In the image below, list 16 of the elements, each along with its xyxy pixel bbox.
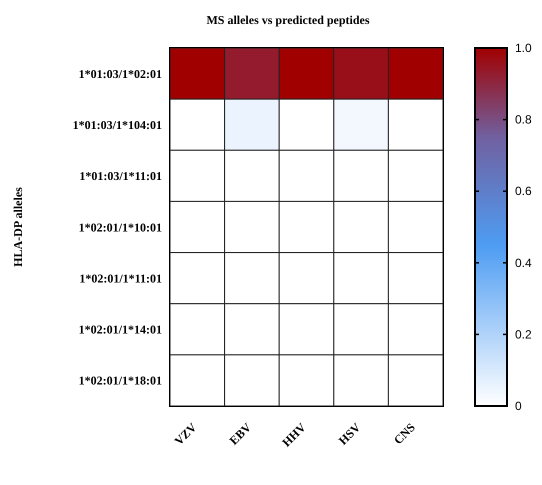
chart-title: MS alleles vs predicted peptides — [206, 13, 370, 27]
y-tick-label: 1*01:03/1*02:01 — [78, 66, 162, 81]
y-tick-label: 1*02:01/1*18:01 — [78, 374, 162, 388]
y-tick-label: 1*02:01/1*10:01 — [78, 220, 162, 234]
color-bar-label: 0 — [515, 399, 522, 413]
color-bar-label: 1.0 — [515, 41, 532, 55]
x-tick-label: CNS — [390, 420, 418, 448]
color-bar-label: 0.8 — [515, 112, 532, 127]
color-bar-label: 0.2 — [515, 327, 532, 342]
color-bar-label: 0.6 — [515, 184, 532, 198]
y-axis-title: HLA-DP alleles — [11, 186, 25, 267]
y-tick-label: 1*02:01/1*14:01 — [78, 322, 162, 337]
y-tick-label: 1*01:03/1*11:01 — [79, 169, 162, 184]
y-tick-label: 1*02:01/1*11:01 — [79, 271, 162, 286]
color-bar-label: 0.4 — [515, 256, 532, 270]
y-tick-label: 1*01:03/1*104:01 — [72, 118, 162, 132]
